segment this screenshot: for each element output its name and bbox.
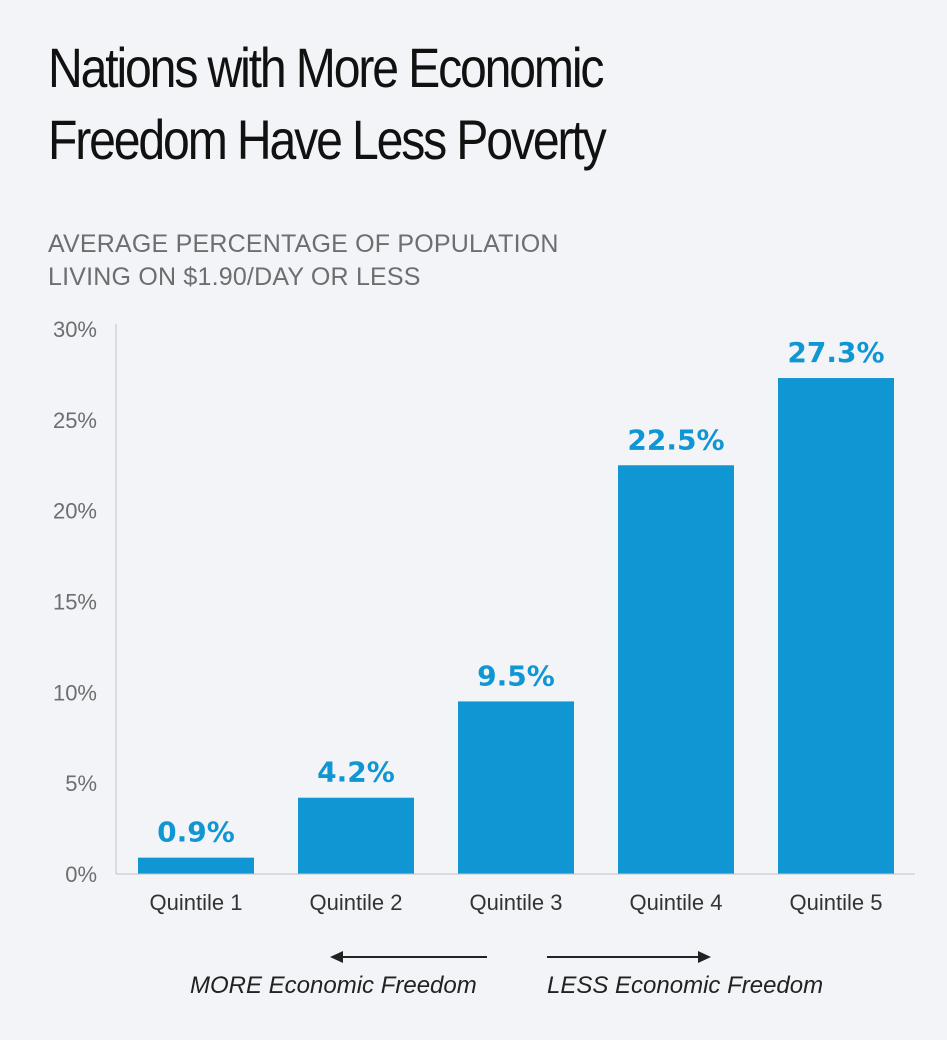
bar [458,701,574,874]
bar-value-label: 9.5% [477,659,555,692]
bars: 0.9% 4.2% 9.5% 22.5% 27.3% [138,336,894,874]
chart-title-line-1: Nations with More Economic [48,36,605,99]
y-tick-label: 15% [53,590,97,615]
chart-title: Nations with More Economic Freedom Have … [48,32,788,176]
x-tick-label: Quintile 1 [150,890,243,915]
chart-subtitle-line-2: LIVING ON $1.90/DAY OR LESS [48,263,421,291]
y-tick-label: 20% [53,499,97,524]
bar [778,378,894,874]
less-freedom-label: LESS Economic Freedom [547,972,824,999]
y-tick-label: 10% [53,680,97,705]
bar-value-label: 4.2% [317,756,395,789]
bar-value-label: 0.9% [157,816,235,849]
bar [138,857,254,874]
x-axis: Quintile 1 Quintile 2 Quintile 3 Quintile 4… [116,873,915,915]
x-tick-label: Quintile 5 [790,890,883,915]
more-freedom-label: MORE Economic Freedom [190,972,477,999]
bar [618,465,734,874]
y-tick-label: 0% [65,862,97,887]
x-tick-label: Quintile 2 [310,890,403,915]
chart-subtitle-line-1: AVERAGE PERCENTAGE OF POPULATION [48,230,559,258]
bar-value-label: 27.3% [787,336,884,369]
x-tick-label: Quintile 3 [470,890,563,915]
chart-title-line-2: Freedom Have Less Poverty [48,108,607,171]
y-tick-label: 25% [53,408,97,433]
freedom-arrows [330,951,711,963]
y-tick-label: 5% [65,771,97,796]
y-axis: 0% 5% 10% 15% 20% 25% 30% [53,317,117,887]
right-arrowhead-icon [698,951,711,963]
bar-value-label: 22.5% [627,423,724,456]
left-arrowhead-icon [330,951,343,963]
x-tick-label: Quintile 4 [630,890,723,915]
bar [298,797,414,874]
chart-subtitle: AVERAGE PERCENTAGE OF POPULATION LIVING … [48,228,559,294]
y-tick-label: 30% [53,317,97,342]
